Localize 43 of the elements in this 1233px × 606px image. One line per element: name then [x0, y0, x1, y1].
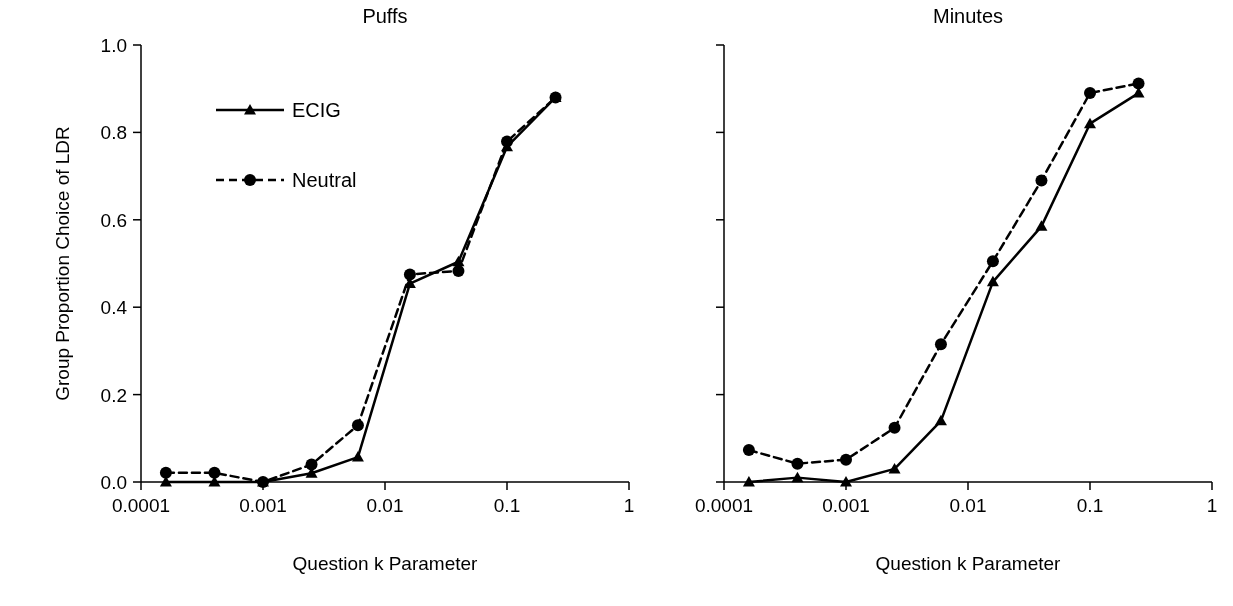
x-tick-label: 0.0001: [694, 495, 754, 516]
legend-label: ECIG: [292, 99, 341, 121]
point: [888, 421, 901, 434]
point: [1084, 87, 1096, 100]
y-tick-label: 0.6: [100, 209, 127, 231]
x-tick-label: 0.1: [1076, 495, 1104, 516]
x-tick-label: 0.01: [949, 495, 987, 516]
y-tick-label: 0.4: [100, 297, 128, 319]
y-tick-label: 0.2: [100, 384, 127, 406]
point: [742, 476, 755, 487]
legend-label: Neutral: [292, 169, 357, 191]
y-tick-label: 0.0: [100, 472, 127, 493]
x-tick-label: 1: [1206, 495, 1218, 516]
x-tick-label: 0.1: [493, 495, 521, 516]
y-tick-label: 0.8: [100, 122, 127, 144]
point: [888, 462, 901, 474]
x-tick-label: 0.01: [366, 495, 404, 516]
chart-title: Minutes: [932, 5, 1004, 27]
x-axis-title: Question k Parameter: [875, 553, 1062, 574]
point: [791, 471, 804, 483]
x-tick-label: 0.001: [239, 495, 287, 516]
point: [840, 476, 852, 487]
point: [1035, 220, 1048, 231]
point: [501, 135, 513, 148]
y-axis-title: Group Proportion Choice of LDR: [52, 126, 73, 401]
x-tick-label: 0.0001: [111, 495, 171, 516]
point: [742, 444, 755, 457]
point: [986, 255, 999, 268]
point: [791, 457, 804, 470]
point: [840, 453, 852, 466]
point: [305, 458, 318, 471]
point: [1084, 117, 1096, 129]
x-tick-label: 1: [623, 495, 635, 516]
x-tick-label: 0.001: [822, 495, 870, 516]
chart-title: Puffs: [362, 5, 408, 27]
point: [1035, 174, 1048, 187]
point: [208, 466, 221, 479]
point: [986, 275, 999, 287]
point: [1132, 77, 1145, 90]
point: [159, 466, 172, 479]
x-axis-title: Question k Parameter: [292, 553, 479, 574]
y-tick-label: 1.0: [100, 35, 127, 56]
point: [403, 268, 416, 281]
